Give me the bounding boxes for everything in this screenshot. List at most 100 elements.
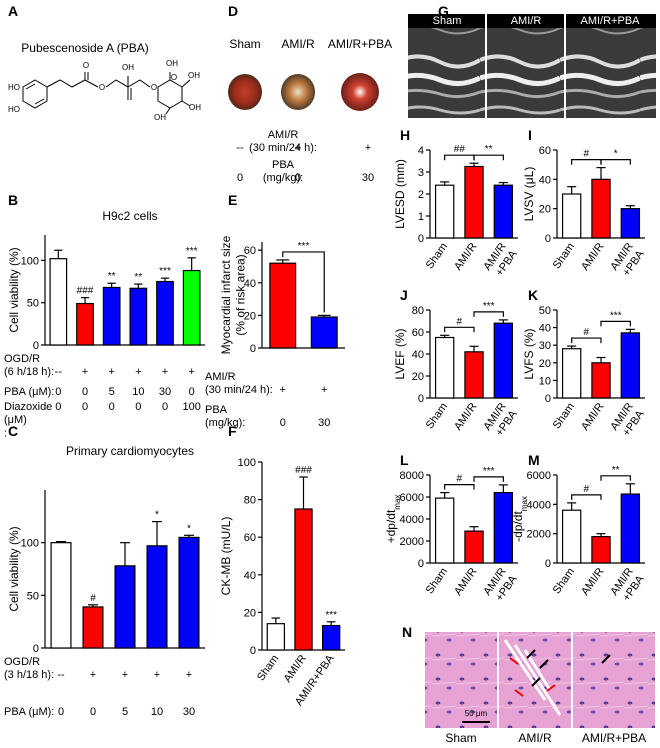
condition-value: 0 — [58, 706, 64, 718]
bar — [493, 184, 514, 239]
condition-value: 30 — [183, 706, 195, 718]
x-tick-label: AMI/R+PBA — [481, 240, 520, 280]
x-tick-label: AMI/R — [452, 241, 479, 273]
y-axis-label-sub: max — [520, 496, 529, 511]
y-axis-label: CK-MB (mU/L) — [219, 517, 233, 596]
image-label: Sham — [445, 731, 476, 745]
image-label: AMI/R+PBA — [582, 731, 646, 745]
bar — [269, 262, 297, 349]
x-tick-group: Sham — [424, 241, 450, 271]
atom-label: OH — [122, 63, 134, 72]
significance: ** — [612, 465, 620, 476]
x-tick-group: AMI/R+PBA — [608, 401, 647, 439]
x-tick-group: AMI/R — [282, 653, 309, 685]
y-axis-label: LVESD (mm) — [393, 159, 407, 229]
condition-value: + — [135, 366, 141, 378]
condition-value: 0 — [82, 401, 88, 413]
condition-value: 0 — [295, 172, 301, 184]
y-tick-label: 30 — [539, 340, 551, 352]
x-tick-label: Sham — [424, 566, 450, 596]
condition-value: -- — [236, 142, 244, 154]
x-tick-label: Sham — [255, 653, 281, 683]
y-tick-label: 20 — [412, 371, 424, 383]
y-tick-label: 0 — [545, 393, 551, 405]
significance: # — [90, 593, 96, 604]
x-tick-group: AMI/R+PBA — [481, 566, 520, 604]
echo-header — [408, 14, 656, 28]
atom-label: OH — [188, 71, 200, 80]
significance-bracket — [600, 475, 631, 481]
y-tick-label: 0 — [545, 558, 551, 570]
compound-title: Pubescenoside A (PBA) — [21, 41, 148, 55]
atom-label: HO — [8, 105, 20, 114]
y-tick-label: 20 — [539, 358, 551, 370]
y-tick-label: 60 — [244, 245, 256, 257]
significance-bracket — [571, 337, 602, 344]
y-tick-label: 80 — [412, 305, 424, 317]
bar — [82, 606, 104, 649]
significance: *** — [159, 266, 171, 277]
condition-value: 0 — [55, 386, 61, 398]
condition-label: OGD/R (6 h/18 h): — [4, 353, 54, 378]
y-tick-label: 50 — [539, 305, 551, 317]
heart-image — [341, 73, 379, 111]
significance: ** — [485, 144, 493, 155]
y-tick-label: 8000 — [400, 470, 424, 482]
x-tick-label: AMI/R — [579, 241, 606, 273]
x-tick-group: Sham — [551, 566, 577, 596]
condition-value: 10 — [132, 386, 144, 398]
y-tick-label: 4 — [418, 145, 424, 157]
condition-value: + — [295, 142, 301, 154]
bar — [129, 287, 148, 346]
x-tick-group: AMI/R+PBA — [481, 401, 520, 439]
bar — [50, 542, 72, 649]
bar — [310, 316, 338, 349]
y-tick-label: 20 — [244, 310, 256, 322]
atom-label: OH — [166, 59, 178, 68]
y-tick-label: 2000 — [400, 536, 424, 548]
significance-bracket — [600, 159, 631, 165]
significance: * — [614, 149, 618, 160]
condition-value: -- — [55, 366, 63, 378]
bar — [321, 624, 341, 651]
x-tick-group: AMI/R — [452, 566, 479, 598]
panel-letter: A — [8, 3, 18, 19]
atom-label: O — [99, 83, 105, 92]
y-tick-label: 40 — [539, 323, 551, 335]
condition-value: + — [154, 669, 160, 681]
bar — [266, 623, 286, 651]
y-tick-label: 40 — [244, 278, 256, 290]
condition-label: PBA (mg/kg): — [263, 159, 303, 184]
significance: * — [155, 510, 159, 521]
significance: ### — [295, 465, 312, 476]
significance: # — [457, 474, 463, 485]
significance: ** — [134, 272, 142, 283]
condition-value: 0 — [90, 706, 96, 718]
bar — [620, 493, 641, 564]
y-tick-label: 100 — [238, 457, 256, 469]
y-tick-label: 60 — [412, 327, 424, 339]
condition-value: 0 — [162, 401, 168, 413]
bar — [434, 184, 455, 239]
y-tick-label: 60 — [244, 532, 256, 544]
panel-letter: D — [228, 3, 238, 19]
significance: ### — [77, 286, 94, 297]
x-tick-group: AMI/R+PBA — [608, 241, 647, 279]
x-tick-label: AMI/R — [452, 566, 479, 598]
condition-label: OGD/R (3 h/18 h): — [4, 656, 54, 681]
x-tick-group: AMI/R — [579, 566, 606, 598]
red-arrows — [509, 657, 556, 697]
significance-bracket — [571, 494, 602, 500]
significance-bracket — [444, 326, 475, 333]
significance: *** — [325, 610, 337, 621]
y-tick-label: 80 — [244, 495, 256, 507]
y-tick-label: 4000 — [400, 514, 424, 526]
bar — [434, 336, 455, 399]
bar — [561, 348, 582, 399]
x-tick-label: Sham — [551, 401, 577, 431]
panel-letter: L — [400, 452, 409, 468]
x-tick-group: AMI/R — [579, 401, 606, 433]
image-label: Sham — [229, 37, 260, 51]
y-axis-label: Cell viability (%) — [7, 526, 21, 611]
y-tick-label: 0 — [250, 645, 256, 657]
